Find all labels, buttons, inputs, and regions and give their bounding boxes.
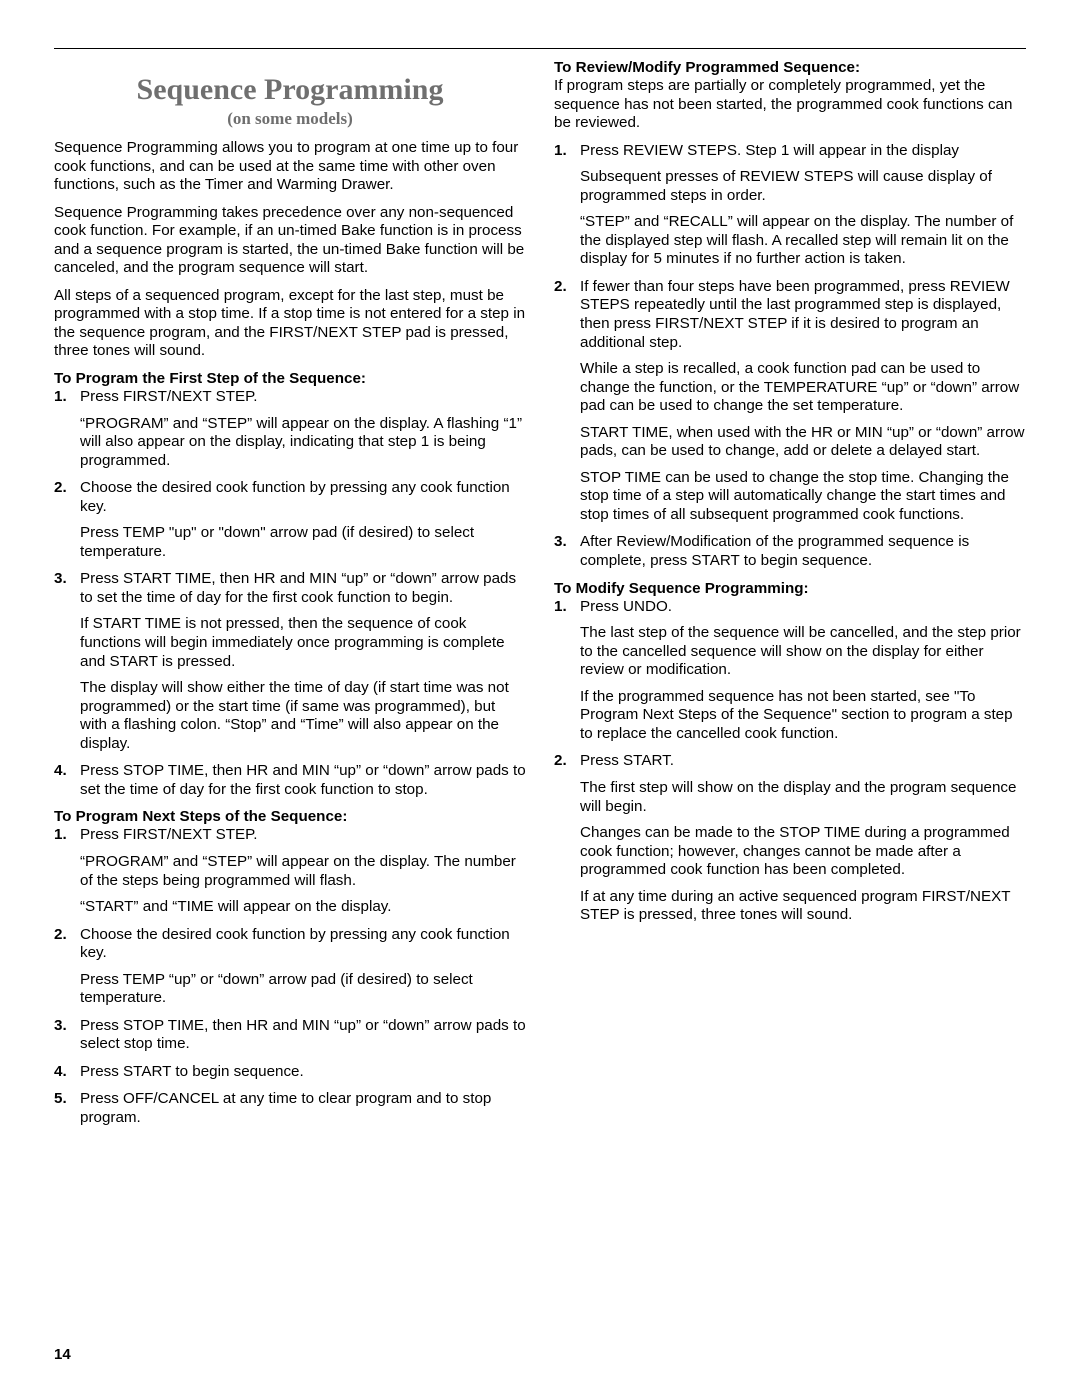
item-lead: Press REVIEW STEPS. Step 1 will appear i… [580,142,959,159]
item-para: Subsequent presses of REVIEW STEPS will … [580,168,1026,205]
list-item: 2. Choose the desired cook function by p… [54,926,526,1008]
list-item: 1. Press REVIEW STEPS. Step 1 will appea… [554,142,1026,269]
item-lead: Press OFF/CANCEL at any time to clear pr… [80,1090,491,1126]
item-para: STOP TIME can be used to change the stop… [580,469,1026,525]
item-lead: Press STOP TIME, then HR and MIN “up” or… [80,762,526,798]
page-title: Sequence Programming [54,73,526,107]
item-lead: After Review/Modification of the program… [580,533,969,569]
item-number: 2. [54,479,67,498]
item-number: 1. [54,388,67,407]
next-steps-list: 1. Press FIRST/NEXT STEP. “PROGRAM” and … [54,826,526,1127]
item-para: The first step will show on the display … [580,779,1026,816]
list-item: 1. Press FIRST/NEXT STEP. “PROGRAM” and … [54,826,526,916]
list-item: 4. Press START to begin sequence. [54,1063,526,1082]
item-para: Press TEMP “up” or “down” arrow pad (if … [80,971,526,1008]
item-para: The display will show either the time of… [80,679,526,753]
top-rule [54,48,1026,49]
item-number: 4. [54,1063,67,1082]
item-para: If at any time during an active sequence… [580,888,1026,925]
item-number: 1. [554,142,567,161]
intro-para-3: All steps of a sequenced program, except… [54,287,526,361]
section-heading-review-modify: To Review/Modify Programmed Sequence: [554,59,1026,76]
list-item: 2. Press START. The first step will show… [554,752,1026,924]
left-column: Sequence Programming (on some models) Se… [54,59,526,1137]
item-lead: Press START TIME, then HR and MIN “up” o… [80,570,516,606]
list-item: 2. If fewer than four steps have been pr… [554,278,1026,525]
item-para: “START” and “TIME will appear on the dis… [80,898,526,917]
page-subtitle: (on some models) [54,109,526,129]
item-number: 3. [554,533,567,552]
item-number: 1. [554,598,567,617]
item-para: If START TIME is not pressed, then the s… [80,615,526,671]
review-intro: If program steps are partially or comple… [554,77,1026,133]
section-heading-first-step: To Program the First Step of the Sequenc… [54,370,526,387]
page-number: 14 [54,1346,71,1363]
item-number: 2. [554,752,567,771]
list-item: 3. Press STOP TIME, then HR and MIN “up”… [54,1017,526,1054]
section-heading-next-steps: To Program Next Steps of the Sequence: [54,808,526,825]
item-number: 3. [54,1017,67,1036]
two-column-layout: Sequence Programming (on some models) Se… [54,59,1026,1137]
item-lead: Press FIRST/NEXT STEP. [80,826,258,843]
list-item: 4. Press STOP TIME, then HR and MIN “up”… [54,762,526,799]
item-number: 2. [54,926,67,945]
item-number: 1. [54,826,67,845]
list-item: 1. Press UNDO. The last step of the sequ… [554,598,1026,744]
item-para: If the programmed sequence has not been … [580,688,1026,744]
item-para: START TIME, when used with the HR or MIN… [580,424,1026,461]
item-lead: Choose the desired cook function by pres… [80,926,510,962]
item-lead: Choose the desired cook function by pres… [80,479,510,515]
item-lead: Press UNDO. [580,598,672,615]
item-para: “STEP” and “RECALL” will appear on the d… [580,213,1026,269]
first-step-list: 1. Press FIRST/NEXT STEP. “PROGRAM” and … [54,388,526,799]
item-number: 3. [54,570,67,589]
item-para: “PROGRAM” and “STEP” will appear on the … [80,853,526,890]
list-item: 5. Press OFF/CANCEL at any time to clear… [54,1090,526,1127]
list-item: 3. After Review/Modification of the prog… [554,533,1026,570]
item-lead: If fewer than four steps have been progr… [580,278,1010,351]
item-lead: Press START. [580,752,674,769]
item-para: While a step is recalled, a cook functio… [580,360,1026,416]
intro-para-2: Sequence Programming takes precedence ov… [54,204,526,278]
item-para: The last step of the sequence will be ca… [580,624,1026,680]
item-lead: Press STOP TIME, then HR and MIN “up” or… [80,1017,526,1053]
item-para: “PROGRAM” and “STEP” will appear on the … [80,415,526,471]
item-lead: Press FIRST/NEXT STEP. [80,388,258,405]
modify-list: 1. Press UNDO. The last step of the sequ… [554,598,1026,925]
intro-para-1: Sequence Programming allows you to progr… [54,139,526,195]
item-number: 2. [554,278,567,297]
item-number: 5. [54,1090,67,1109]
item-para: Press TEMP "up" or "down" arrow pad (if … [80,524,526,561]
section-heading-modify: To Modify Sequence Programming: [554,580,1026,597]
list-item: 2. Choose the desired cook function by p… [54,479,526,561]
review-list: 1. Press REVIEW STEPS. Step 1 will appea… [554,142,1026,571]
list-item: 1. Press FIRST/NEXT STEP. “PROGRAM” and … [54,388,526,470]
item-para: Changes can be made to the STOP TIME dur… [580,824,1026,880]
list-item: 3. Press START TIME, then HR and MIN “up… [54,570,526,753]
item-lead: Press START to begin sequence. [80,1063,304,1080]
item-number: 4. [54,762,67,781]
right-column: To Review/Modify Programmed Sequence: If… [554,59,1026,1137]
